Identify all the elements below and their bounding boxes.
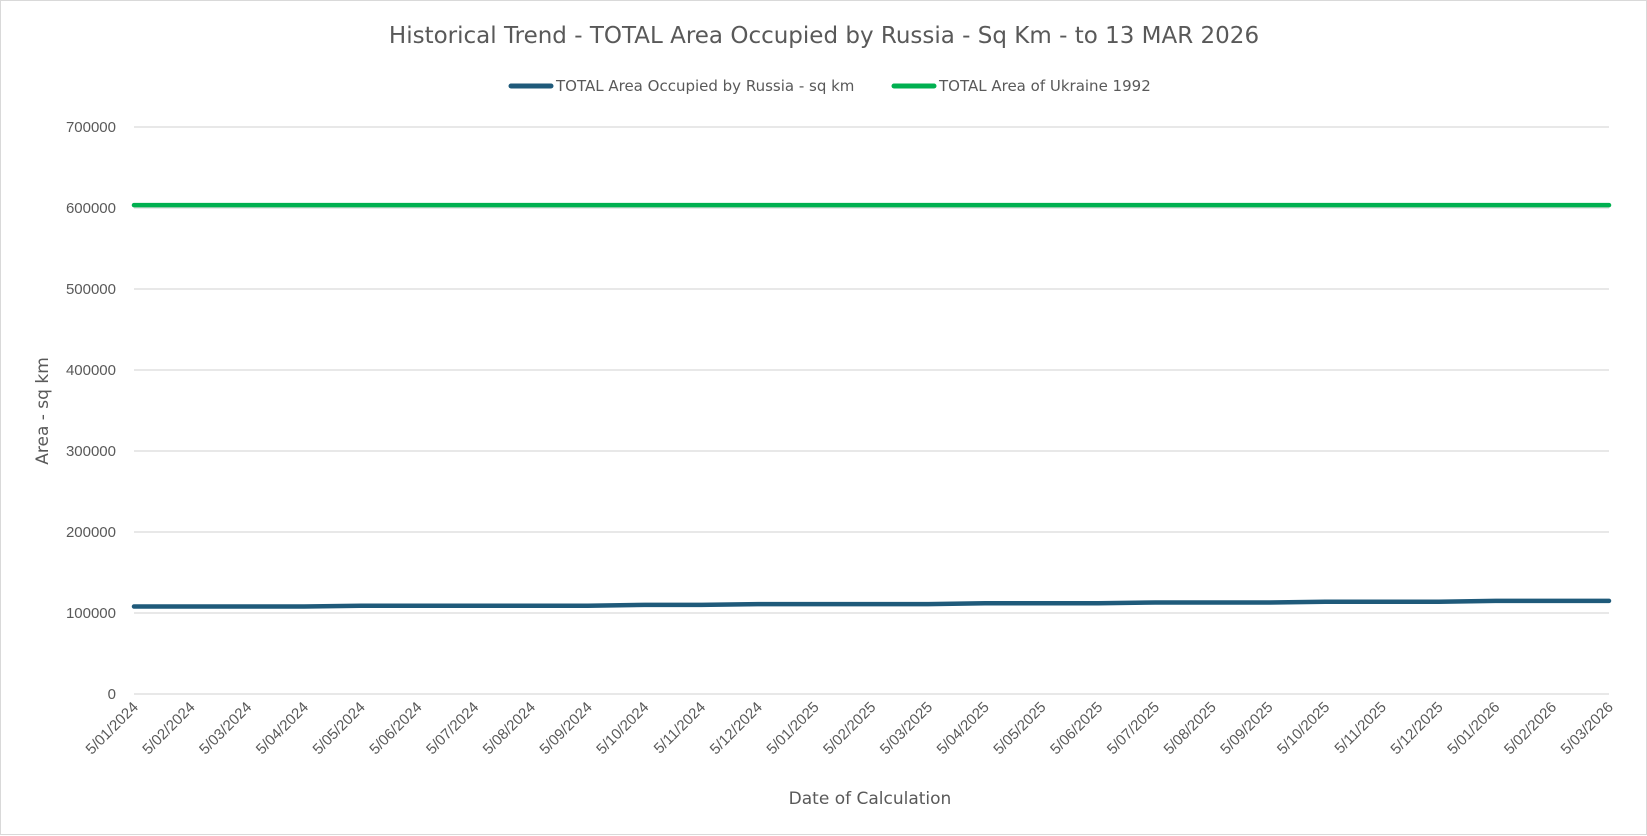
x-tick-label: 5/06/2025 <box>1047 699 1106 758</box>
x-tick-label: 5/05/2025 <box>990 699 1049 758</box>
y-tick-label: 700000 <box>66 119 116 136</box>
x-tick-label: 5/03/2024 <box>196 699 255 758</box>
y-tick-label: 300000 <box>66 443 116 460</box>
gridlines <box>134 126 1609 695</box>
series-line-1 <box>131 598 1612 609</box>
x-tick-label: 5/10/2024 <box>593 699 652 758</box>
x-tick-label: 5/08/2025 <box>1161 699 1220 758</box>
y-tick-label: 0 <box>108 686 116 703</box>
x-tick-label: 5/06/2024 <box>366 699 425 758</box>
x-tick-label: 5/01/2024 <box>83 699 142 758</box>
x-tick-label: 5/02/2025 <box>820 699 879 758</box>
x-tick-label: 5/12/2024 <box>707 699 766 758</box>
y-tick-label: 100000 <box>66 605 116 622</box>
x-tick-label: 5/04/2024 <box>253 699 312 758</box>
x-tick-label: 5/01/2025 <box>763 699 822 758</box>
x-tick-label: 5/01/2026 <box>1444 699 1503 758</box>
legend-label: TOTAL Area of Ukraine 1992 <box>938 77 1151 95</box>
legend: TOTAL Area Occupied by Russia - sq km TOT… <box>508 77 1151 95</box>
x-axis-ticks: 5/01/20245/02/20245/03/20245/04/20245/05… <box>83 699 1617 758</box>
x-tick-label: 5/11/2025 <box>1331 699 1389 757</box>
x-tick-label: 5/05/2024 <box>310 699 369 758</box>
y-tick-label: 200000 <box>66 524 116 541</box>
x-tick-label: 5/07/2024 <box>423 699 482 758</box>
x-tick-label: 5/12/2025 <box>1387 699 1446 758</box>
x-tick-label: 5/03/2025 <box>877 699 936 758</box>
x-tick-label: 5/03/2026 <box>1558 699 1617 758</box>
x-tick-label: 5/09/2024 <box>536 699 595 758</box>
x-axis-title: Date of Calculation <box>789 789 952 809</box>
x-tick-label: 5/11/2024 <box>651 699 709 757</box>
y-axis-title: Area - sq km <box>33 357 53 465</box>
y-tick-label: 600000 <box>66 200 116 217</box>
x-tick-label: 5/09/2025 <box>1217 699 1276 758</box>
series-lines <box>131 202 1612 609</box>
y-tick-label: 500000 <box>66 281 116 298</box>
x-tick-label: 5/02/2024 <box>139 699 198 758</box>
chart-title: Historical Trend - TOTAL Area Occupied b… <box>389 23 1259 49</box>
x-tick-label: 5/04/2025 <box>934 699 993 758</box>
x-tick-label: 5/08/2024 <box>480 699 539 758</box>
y-tick-label: 400000 <box>66 362 116 379</box>
y-axis-ticks: 0 100000 200000 300000 400000 500000 600000 700… <box>66 119 116 703</box>
x-tick-label: 5/10/2025 <box>1274 699 1333 758</box>
x-tick-label: 5/02/2026 <box>1501 699 1560 758</box>
x-tick-label: 5/07/2025 <box>1104 699 1163 758</box>
legend-item: TOTAL Area of Ukraine 1992 <box>891 77 1151 95</box>
legend-label: TOTAL Area Occupied by Russia - sq km <box>555 77 854 95</box>
legend-item: TOTAL Area Occupied by Russia - sq km <box>508 77 854 95</box>
